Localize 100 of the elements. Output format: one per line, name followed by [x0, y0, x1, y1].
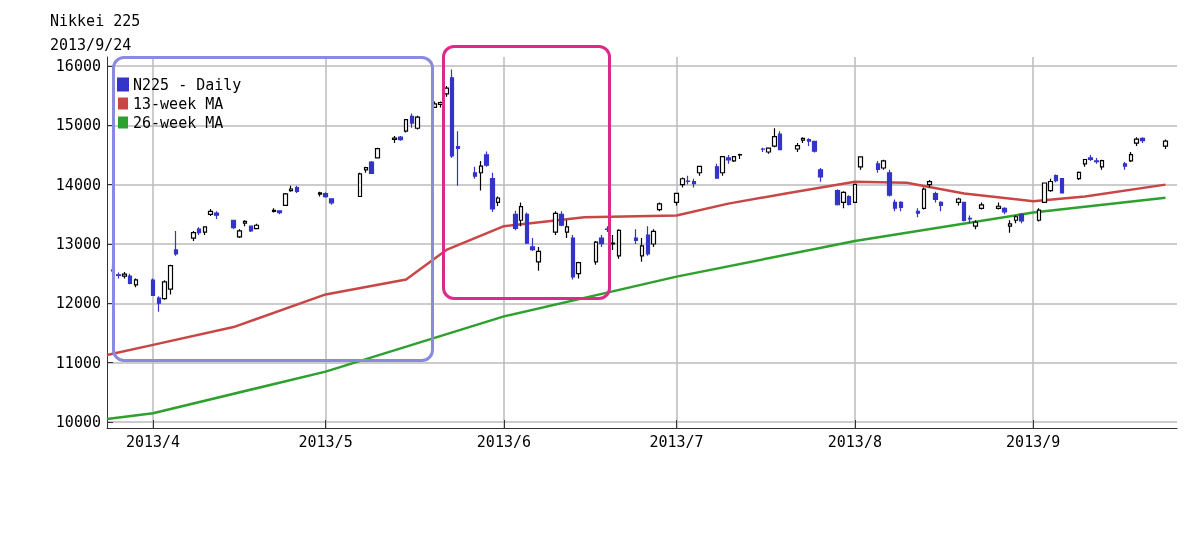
candlestick: [230, 219, 237, 230]
candlestick: [455, 130, 461, 187]
candlestick: [696, 165, 703, 177]
candlestick: [915, 207, 921, 218]
candlestick: [932, 191, 939, 204]
candlestick: [656, 201, 663, 212]
candlestick: [857, 156, 864, 171]
candlestick: [1076, 170, 1082, 181]
candlestick: [150, 277, 156, 297]
candlestick: [489, 172, 496, 213]
candlestick: [800, 136, 806, 144]
candlestick: [328, 197, 335, 206]
candlestick: [202, 225, 208, 236]
x-tick-label: 2013/6: [476, 432, 532, 451]
candlestick: [294, 185, 300, 194]
candlestick: [673, 192, 680, 206]
candlestick: [725, 154, 732, 165]
candlestick: [483, 150, 490, 168]
candlestick: [414, 115, 421, 131]
candlestick: [1059, 177, 1065, 195]
candlestick: [685, 175, 691, 186]
candlestick: [846, 194, 852, 206]
candlestick: [633, 228, 639, 245]
candlestick: [892, 198, 898, 212]
candlestick: [1018, 212, 1025, 224]
candlestick: [771, 127, 778, 148]
candlestick: [472, 166, 478, 180]
candlestick: [875, 160, 881, 174]
candlestick: [972, 219, 979, 230]
legend-label: 26-week MA: [133, 113, 224, 132]
y-tick-label: 14000: [55, 175, 101, 194]
candlestick: [1133, 136, 1140, 147]
candlestick: [604, 225, 611, 233]
candlestick: [213, 210, 220, 220]
candlestick: [570, 234, 576, 281]
candlestick: [156, 295, 162, 313]
candlestick: [403, 118, 409, 133]
x-tick-label: 2013/9: [1006, 432, 1061, 451]
candlestick: [207, 208, 214, 217]
candlestick: [852, 183, 858, 204]
candlestick: [1139, 136, 1146, 144]
candlestick: [242, 219, 248, 227]
line-series: [105, 180, 1167, 357]
candlestick: [967, 214, 973, 224]
candlestick: [190, 230, 197, 242]
candlestick: [558, 210, 565, 227]
candlestick: [133, 277, 139, 288]
candlestick: [271, 207, 277, 214]
candlestick: [938, 200, 944, 212]
candlestick: [777, 130, 783, 151]
candlestick: [121, 271, 128, 280]
candlestick: [552, 210, 559, 236]
y-tick-label: 11000: [55, 353, 101, 372]
candlestick: [529, 237, 536, 252]
candlestick: [196, 226, 202, 236]
candlestick: [593, 240, 599, 266]
candlestick: [1036, 207, 1042, 223]
candlestick: [236, 228, 243, 239]
candlestick: [616, 228, 622, 260]
candlestick: [368, 160, 375, 175]
candlestick: [978, 201, 985, 211]
candlestick: [317, 191, 323, 198]
candlestick: [397, 135, 404, 142]
x-tick-label: 2013/7: [649, 432, 704, 451]
y-tick-label: 15000: [55, 116, 101, 135]
candlestick: [564, 219, 570, 239]
candlestick: [1128, 151, 1134, 163]
candlestick: [391, 135, 398, 144]
candlestick: [248, 224, 254, 233]
candlestick: [1099, 159, 1105, 171]
candlestick: [840, 190, 847, 209]
y-tick-label: 16000: [55, 56, 101, 75]
candlestick: [645, 225, 651, 257]
candlestick: [1013, 214, 1019, 224]
candlestick: [363, 166, 369, 174]
candlestick: [575, 261, 582, 280]
legend-label: N225 - Daily: [133, 75, 242, 94]
candlestick: [598, 234, 605, 248]
candlestick: [995, 201, 1002, 211]
candlestick: [1122, 161, 1128, 171]
candlestick: [282, 192, 289, 206]
candlestick: [955, 197, 962, 206]
legend-label: 13-week MA: [133, 94, 224, 113]
candlestick: [817, 167, 824, 183]
x-tick-label: 2013/8: [827, 432, 882, 451]
candlestick: [961, 201, 967, 223]
candlestick: [898, 200, 904, 212]
candlestick: [650, 228, 657, 248]
candlestick: [1082, 158, 1088, 168]
candlestick: [115, 271, 122, 280]
candlestick: [610, 234, 616, 251]
candlestick: [535, 246, 542, 272]
candlestick: [691, 178, 697, 189]
candlestick: [449, 68, 455, 159]
candlestick: [512, 210, 519, 231]
y-tick-label: 10000: [55, 413, 101, 432]
candlestick: [719, 155, 726, 177]
candlestick: [926, 179, 933, 189]
candlestick: [524, 211, 530, 245]
candlestick: [714, 163, 720, 180]
